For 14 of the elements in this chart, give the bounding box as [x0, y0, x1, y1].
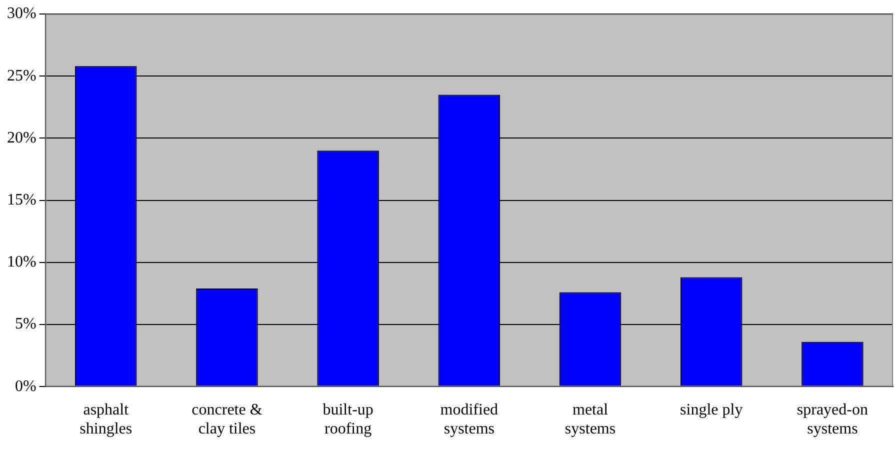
- x-tick-label: sprayed-on systems: [796, 401, 868, 438]
- x-tick-label: concrete & clay tiles: [192, 401, 263, 438]
- y-tick-label: 10%: [7, 254, 36, 271]
- x-tick-label: single ply: [680, 401, 743, 418]
- y-tick-label: 25%: [7, 67, 36, 84]
- x-tick-label: asphalt shingles: [80, 401, 132, 438]
- y-tick-label: 0%: [15, 378, 36, 395]
- y-tick-label: 15%: [7, 192, 36, 209]
- x-tick-label: metal systems: [564, 401, 616, 438]
- x-tick-label: built-up roofing: [322, 401, 374, 438]
- x-tick-label: modified systems: [440, 401, 498, 438]
- y-tick-label: 30%: [7, 5, 36, 22]
- y-tick-label: 5%: [15, 316, 36, 333]
- y-tick-label: 20%: [7, 129, 36, 146]
